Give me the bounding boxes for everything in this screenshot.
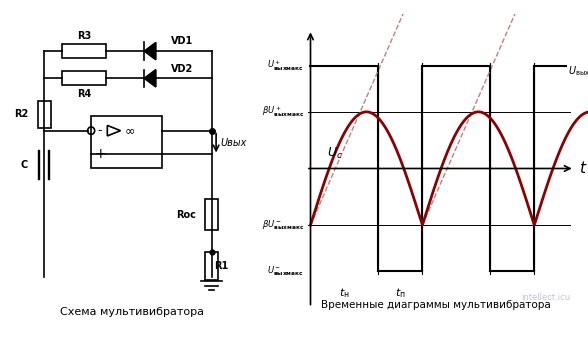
Bar — [205, 199, 218, 230]
Text: Roc: Roc — [176, 210, 195, 220]
Text: R1: R1 — [214, 261, 228, 271]
Text: $U^-_{\bf выхмакс}$: $U^-_{\bf выхмакс}$ — [267, 265, 304, 278]
Text: $\beta U^+_{\bf выхмакс}$: $\beta U^+_{\bf выхмакс}$ — [262, 105, 304, 119]
Text: ∞: ∞ — [125, 124, 135, 137]
Text: VD1: VD1 — [171, 37, 193, 46]
Text: $t_{\rm н}$: $t_{\rm н}$ — [339, 286, 349, 300]
Text: $U^+_{\bf выхмакс}$: $U^+_{\bf выхмакс}$ — [267, 58, 304, 73]
Bar — [62, 72, 106, 85]
Text: R2: R2 — [14, 110, 28, 119]
Text: C: C — [21, 160, 28, 170]
Text: +: + — [94, 147, 106, 161]
Text: Uвых: Uвых — [220, 138, 247, 148]
Polygon shape — [144, 69, 156, 87]
Bar — [205, 252, 218, 280]
Text: Временные диаграммы мультивибратора: Временные диаграммы мультивибратора — [321, 300, 551, 310]
Text: -: - — [98, 124, 102, 137]
Text: intellect.icu: intellect.icu — [521, 293, 570, 302]
Text: R3: R3 — [76, 31, 91, 41]
Text: $U_{\rm вых}$: $U_{\rm вых}$ — [568, 64, 588, 78]
Polygon shape — [144, 42, 156, 60]
Text: $\beta U^-_{\bf выхмакс}$: $\beta U^-_{\bf выхмакс}$ — [262, 218, 304, 232]
Bar — [91, 116, 162, 168]
Text: $U_c$: $U_c$ — [327, 145, 343, 161]
Bar — [62, 44, 106, 58]
Text: Схема мультивибратора: Схема мультивибратора — [61, 307, 204, 317]
Text: R4: R4 — [76, 89, 91, 99]
Text: $t_{\rm п}$: $t_{\rm п}$ — [395, 286, 405, 300]
Text: VD2: VD2 — [171, 64, 193, 74]
Bar — [38, 100, 51, 128]
Text: $t$: $t$ — [579, 160, 587, 177]
